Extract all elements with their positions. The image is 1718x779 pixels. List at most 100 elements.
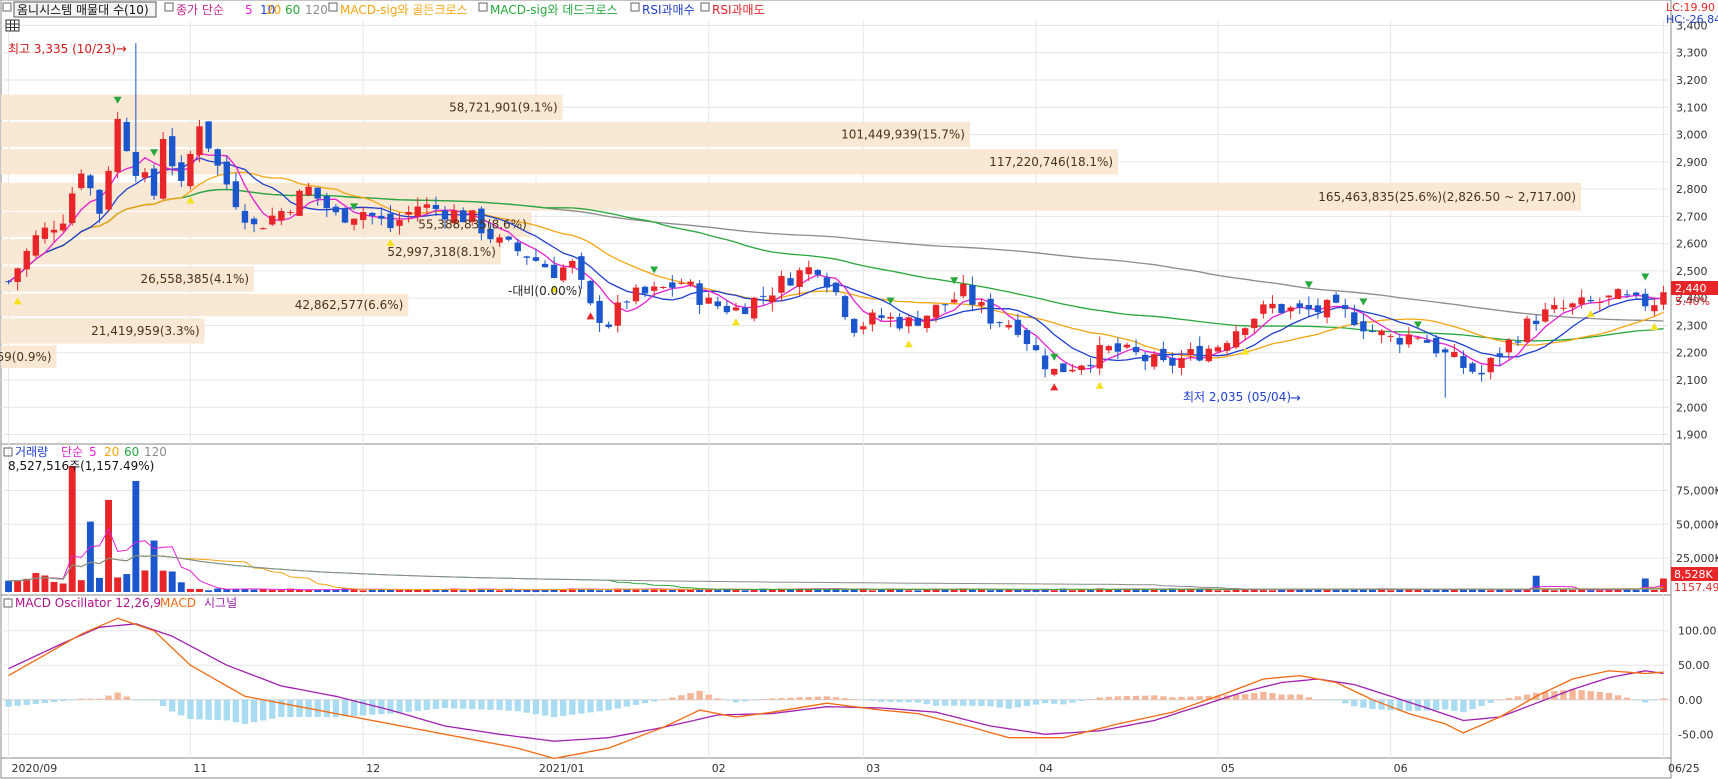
candle-body (114, 118, 121, 172)
golden-cross-arrow-icon (186, 196, 195, 204)
volume-bar (450, 588, 458, 592)
golden-cross-arrow-icon (1650, 322, 1659, 330)
x-axis-label: 06 (1394, 762, 1408, 775)
price-tick-label: 3,100 (1676, 101, 1708, 114)
volume-readout: 8,527,516주(1,157.49%) (8, 459, 154, 473)
macd-histogram-bar (560, 699, 567, 716)
candle-body (1651, 305, 1658, 312)
volume-bar (632, 588, 640, 592)
candle-body (1051, 368, 1058, 375)
macd-histogram-bar (1160, 696, 1167, 700)
macd-histogram-bar (1460, 699, 1467, 713)
volume-bar (732, 589, 740, 592)
golden-cross-arrow-icon (904, 340, 913, 348)
volume-bar (923, 589, 931, 592)
volume-bar (314, 589, 322, 592)
volume-bar (941, 589, 949, 592)
candle-body (632, 287, 640, 302)
candle-body (223, 161, 230, 185)
candle-body (1378, 330, 1385, 336)
axes: 3,400 3,300 3,200 3,100 3,000 2,900 2,800 2,700… (12, 19, 1718, 775)
candle-body (860, 326, 867, 330)
candle-body (441, 210, 449, 220)
volume-bar (832, 588, 840, 592)
volume-bar (1623, 588, 1631, 592)
table-icon[interactable] (5, 19, 20, 32)
macd-histogram-bar (1523, 694, 1531, 700)
macd-histogram-bar (1323, 699, 1331, 701)
price-tick-label: 2,700 (1676, 210, 1708, 223)
candle-body (1178, 357, 1185, 368)
volume-bar (5, 580, 13, 592)
candle-body (150, 168, 158, 196)
macd-histogram-bar (1214, 695, 1222, 700)
candle-body (487, 228, 494, 240)
change-annotation: -대비(0.00%) (508, 284, 582, 298)
candle-body (1432, 338, 1440, 354)
macd-histogram-bar (1087, 699, 1094, 700)
volume-bar (705, 589, 713, 592)
macd-histogram-bar (1251, 693, 1258, 700)
volume-profile-label: 101,449,939(15.7%) (841, 128, 965, 142)
macd-histogram-bar (123, 696, 130, 700)
volume-bar (896, 589, 904, 592)
volume-bar (1223, 590, 1231, 592)
macd-histogram-bar (860, 699, 867, 701)
legend-marker (700, 2, 710, 12)
candle-body (350, 218, 358, 225)
x-axis-label: 02 (712, 762, 726, 775)
volume-bar (714, 590, 722, 592)
candle-body (1451, 351, 1458, 357)
macd-histogram-bar (1278, 694, 1285, 700)
volume-bar (241, 588, 249, 592)
candle-body (1351, 312, 1358, 325)
volume-bar (332, 589, 340, 592)
macd-histogram-bar (987, 699, 994, 707)
legend-marker (478, 2, 488, 12)
macd-histogram-bar (1060, 699, 1067, 705)
volume-bar (623, 588, 631, 592)
volume-bar (232, 588, 240, 592)
candlesticks[interactable] (5, 43, 1667, 398)
last-price-badge (1671, 281, 1718, 295)
volume-bar (77, 580, 85, 592)
candle-body (996, 322, 1003, 324)
candle-body (914, 317, 922, 326)
volume-bar (905, 590, 913, 592)
macd-histogram-bar (359, 699, 367, 716)
volume-bar (1541, 588, 1549, 592)
macd-histogram-bar (787, 697, 794, 700)
candle-body (1296, 303, 1303, 308)
candle-body (1360, 321, 1367, 332)
macd-histogram-bar (841, 698, 849, 700)
ma5-legend: 5 (245, 3, 253, 17)
candle-body (1060, 363, 1067, 373)
candle-body (123, 121, 130, 152)
candle-body (987, 298, 994, 324)
candle-body (1387, 335, 1394, 337)
volume-bar (878, 589, 885, 592)
candle-body (159, 139, 167, 199)
macd-histogram-bar (1351, 699, 1358, 707)
volume-bar (477, 588, 485, 592)
volume-bar (359, 590, 367, 592)
volume-bar (468, 589, 476, 592)
candle-body (1114, 343, 1122, 352)
volume-bar (59, 583, 67, 592)
candle-body (1587, 300, 1594, 302)
macd-histogram-bar (241, 699, 249, 724)
volume-profile-label: 21,419,959(3.3%) (91, 324, 200, 338)
candle-body (423, 204, 431, 208)
macd-histogram-bar (1551, 691, 1558, 700)
volume-bar (1587, 590, 1595, 592)
macd-histogram-bar (50, 699, 58, 703)
macd-histogram-bar (1623, 697, 1631, 700)
ma120-legend: 120 (305, 3, 328, 17)
signal-line (8, 623, 1664, 742)
volume-pct: 1157.49 (1674, 581, 1718, 594)
title-box[interactable] (13, 1, 157, 18)
hc-readout: HC:-26.84 (1666, 13, 1718, 26)
volume-bar (805, 588, 813, 592)
macd-histogram-bar (1205, 695, 1212, 700)
